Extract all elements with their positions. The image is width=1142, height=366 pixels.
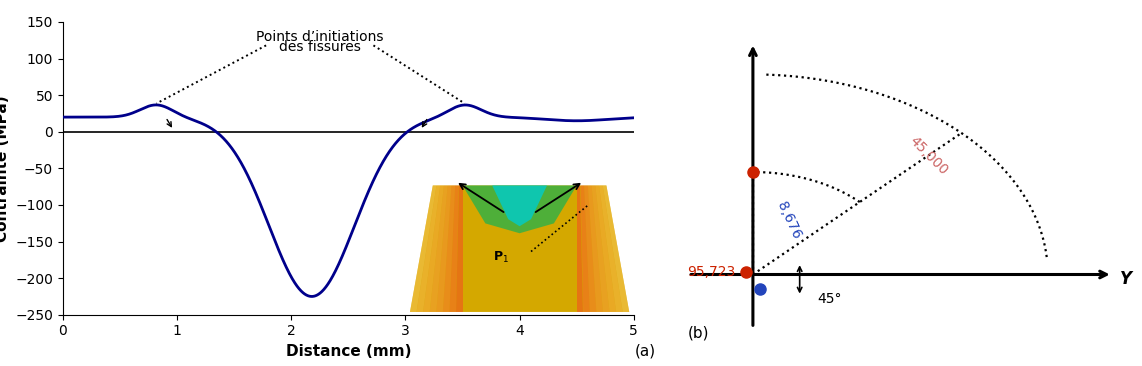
Text: Y: Y — [1120, 270, 1132, 288]
Text: 45°: 45° — [818, 292, 842, 306]
Text: des fissures: des fissures — [279, 40, 361, 54]
Text: (b): (b) — [689, 325, 709, 340]
Text: 45,000: 45,000 — [907, 133, 950, 177]
X-axis label: Distance (mm): Distance (mm) — [286, 344, 411, 359]
Text: (a): (a) — [635, 344, 656, 359]
Y-axis label: Contrainte (MPa): Contrainte (MPa) — [0, 95, 9, 242]
Text: 95,723: 95,723 — [686, 265, 735, 279]
Text: Points d’initiations: Points d’initiations — [256, 30, 384, 44]
Text: 8,676: 8,676 — [774, 200, 804, 242]
